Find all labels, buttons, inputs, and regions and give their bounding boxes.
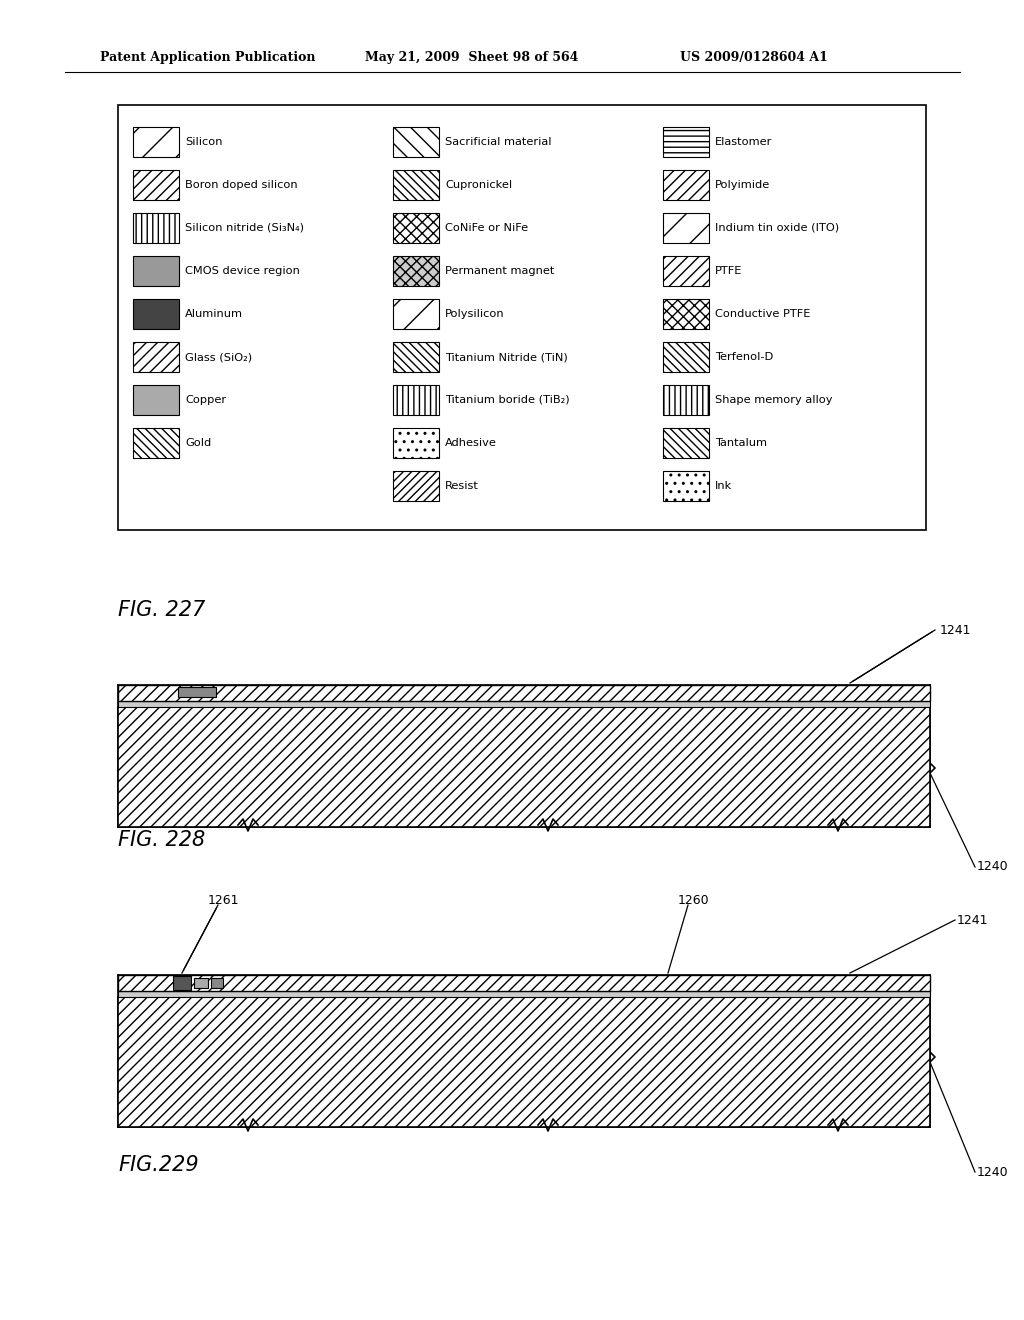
Bar: [133, 256, 179, 286]
Text: Conductive PTFE: Conductive PTFE: [715, 309, 810, 319]
Text: Copper: Copper: [185, 395, 226, 405]
Text: US 2009/0128604 A1: US 2009/0128604 A1: [680, 51, 827, 65]
Bar: [393, 213, 439, 243]
Bar: [663, 127, 709, 157]
Bar: [663, 428, 709, 458]
Text: Boron doped silicon: Boron doped silicon: [185, 180, 298, 190]
Bar: [663, 213, 709, 243]
Text: Titanium boride (TiB₂): Titanium boride (TiB₂): [445, 395, 569, 405]
Bar: [663, 342, 709, 372]
Text: Silicon: Silicon: [185, 137, 222, 147]
Bar: [118, 106, 926, 531]
Text: Sacrificial material: Sacrificial material: [445, 137, 552, 147]
Text: 1260: 1260: [678, 894, 710, 907]
Bar: [393, 127, 439, 157]
Text: Glass (SiO₂): Glass (SiO₂): [185, 352, 252, 362]
Text: Shape memory alloy: Shape memory alloy: [715, 395, 833, 405]
Bar: [393, 256, 439, 286]
Text: Tantalum: Tantalum: [715, 438, 767, 447]
Bar: [393, 471, 439, 502]
Bar: [393, 170, 439, 201]
Text: May 21, 2009  Sheet 98 of 564: May 21, 2009 Sheet 98 of 564: [365, 51, 579, 65]
Text: 1241: 1241: [940, 623, 972, 636]
Text: Resist: Resist: [445, 480, 479, 491]
Text: Polysilicon: Polysilicon: [445, 309, 505, 319]
Bar: [393, 342, 439, 372]
Text: Permanent magnet: Permanent magnet: [445, 267, 554, 276]
Bar: [118, 975, 930, 991]
Text: CoNiFe or NiFe: CoNiFe or NiFe: [445, 223, 528, 234]
Text: Indium tin oxide (ITO): Indium tin oxide (ITO): [715, 223, 839, 234]
Bar: [663, 471, 709, 502]
Bar: [194, 978, 208, 987]
Bar: [118, 685, 930, 701]
Bar: [133, 428, 179, 458]
Bar: [133, 127, 179, 157]
Text: Gold: Gold: [185, 438, 211, 447]
Text: 1240: 1240: [977, 1166, 1009, 1179]
Bar: [393, 385, 439, 414]
Bar: [663, 385, 709, 414]
Bar: [663, 300, 709, 329]
Text: Adhesive: Adhesive: [445, 438, 497, 447]
Bar: [133, 342, 179, 372]
Text: FIG. 228: FIG. 228: [118, 830, 205, 850]
Bar: [118, 997, 930, 1127]
Bar: [178, 686, 216, 697]
Bar: [663, 170, 709, 201]
Bar: [118, 991, 930, 997]
Text: Polyimide: Polyimide: [715, 180, 770, 190]
Text: Elastomer: Elastomer: [715, 137, 772, 147]
Bar: [393, 300, 439, 329]
Text: Cupronickel: Cupronickel: [445, 180, 512, 190]
Bar: [173, 975, 191, 990]
Bar: [393, 428, 439, 458]
Text: Patent Application Publication: Patent Application Publication: [100, 51, 315, 65]
Text: CMOS device region: CMOS device region: [185, 267, 300, 276]
Bar: [133, 385, 179, 414]
Bar: [211, 978, 223, 987]
Text: Terfenol-D: Terfenol-D: [715, 352, 773, 362]
Bar: [663, 256, 709, 286]
Text: 1241: 1241: [957, 913, 988, 927]
Text: FIG.229: FIG.229: [118, 1155, 199, 1175]
Bar: [118, 708, 930, 828]
Bar: [133, 213, 179, 243]
Bar: [133, 170, 179, 201]
Bar: [133, 300, 179, 329]
Text: Ink: Ink: [715, 480, 732, 491]
Text: 1261: 1261: [208, 894, 240, 907]
Text: Aluminum: Aluminum: [185, 309, 243, 319]
Text: 1240: 1240: [977, 861, 1009, 874]
Text: Silicon nitride (Si₃N₄): Silicon nitride (Si₃N₄): [185, 223, 304, 234]
Text: Titanium Nitride (TiN): Titanium Nitride (TiN): [445, 352, 567, 362]
Bar: [118, 701, 930, 708]
Text: PTFE: PTFE: [715, 267, 742, 276]
Text: FIG. 227: FIG. 227: [118, 601, 205, 620]
